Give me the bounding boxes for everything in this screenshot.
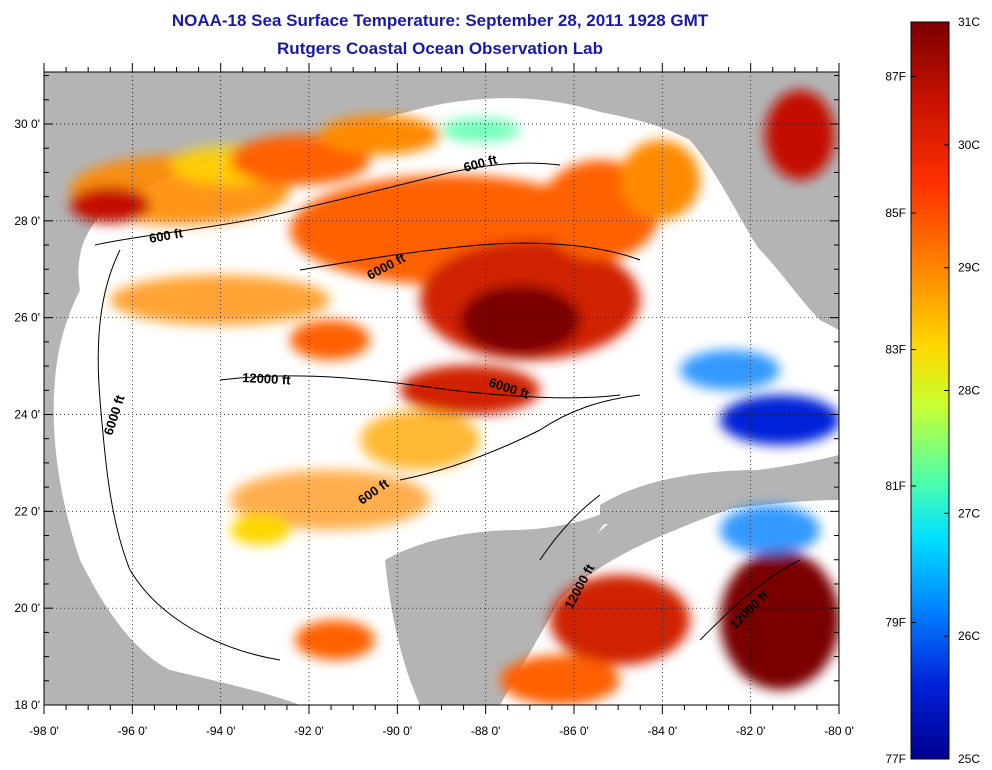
tick-marks <box>43 63 840 714</box>
colorbar-ticks <box>911 21 949 760</box>
longitude-tick-label: -90 0' <box>383 724 413 738</box>
contour-label: 12000 ft <box>242 370 292 388</box>
latitude-tick-label: 18 0' <box>14 698 40 712</box>
latitude-tick-label: 28 0' <box>14 214 40 228</box>
colorbar-celsius-label: 29C <box>958 261 980 275</box>
yucatan-land <box>385 510 610 705</box>
latitude-tick-label: 30 0' <box>14 117 40 131</box>
cuba-land <box>600 469 839 525</box>
colorbar-celsius-label: 31C <box>958 15 980 29</box>
colorbar-fahrenheit-label: 77F <box>885 752 906 766</box>
longitude-tick-label: -94 0' <box>206 724 236 738</box>
colorbar-fahrenheit-label: 87F <box>885 70 906 84</box>
longitude-tick-label: -84 0' <box>648 724 678 738</box>
latitude-tick-label: 24 0' <box>14 408 40 422</box>
colorbar <box>910 21 950 760</box>
latitude-axis: 30 0' 28 0' 26 0' 24 0' 22 0' 20 0' 18 0' <box>14 117 40 712</box>
colorbar-fahrenheit-label: 79F <box>885 616 906 630</box>
colorbar-celsius-label: 26C <box>958 629 980 643</box>
colorbar-celsius-label: 28C <box>958 384 980 398</box>
longitude-tick-label: -86 0' <box>559 724 589 738</box>
sst-field <box>70 90 839 705</box>
longitude-tick-label: -80 0' <box>824 724 854 738</box>
latitude-tick-label: 22 0' <box>14 504 40 518</box>
map-subtitle: Rutgers Coastal Ocean Observation Lab <box>277 39 603 58</box>
depth-contours <box>94 162 801 661</box>
colorbar-fahrenheit-labels: 87F 85F 83F 81F 79F 77F <box>885 70 906 766</box>
longitude-axis: -98 0' -96 0' -94 0' -92 0' -90 0' -88 0' -86 … <box>29 724 854 738</box>
colorbar-fahrenheit-label: 83F <box>885 343 906 357</box>
colorbar-fahrenheit-label: 85F <box>885 206 906 220</box>
contour-label: 600 ft <box>148 225 185 246</box>
colorbar-celsius-label: 30C <box>958 138 980 152</box>
longitude-tick-label: -96 0' <box>118 724 148 738</box>
latitude-tick-label: 26 0' <box>14 311 40 325</box>
colorbar-celsius-label: 27C <box>958 506 980 520</box>
colorbar-celsius-label: 25C <box>958 752 980 766</box>
map-title: NOAA-18 Sea Surface Temperature: Septemb… <box>171 11 709 30</box>
longitude-tick-label: -88 0' <box>471 724 501 738</box>
colorbar-celsius-labels: 31C 30C 29C 28C 27C 26C 25C <box>958 15 980 766</box>
latitude-tick-label: 20 0' <box>14 601 40 615</box>
longitude-tick-label: -82 0' <box>736 724 766 738</box>
colorbar-fahrenheit-label: 81F <box>885 479 906 493</box>
longitude-tick-label: -92 0' <box>294 724 324 738</box>
longitude-tick-label: -98 0' <box>29 724 59 738</box>
gridlines <box>44 72 839 705</box>
